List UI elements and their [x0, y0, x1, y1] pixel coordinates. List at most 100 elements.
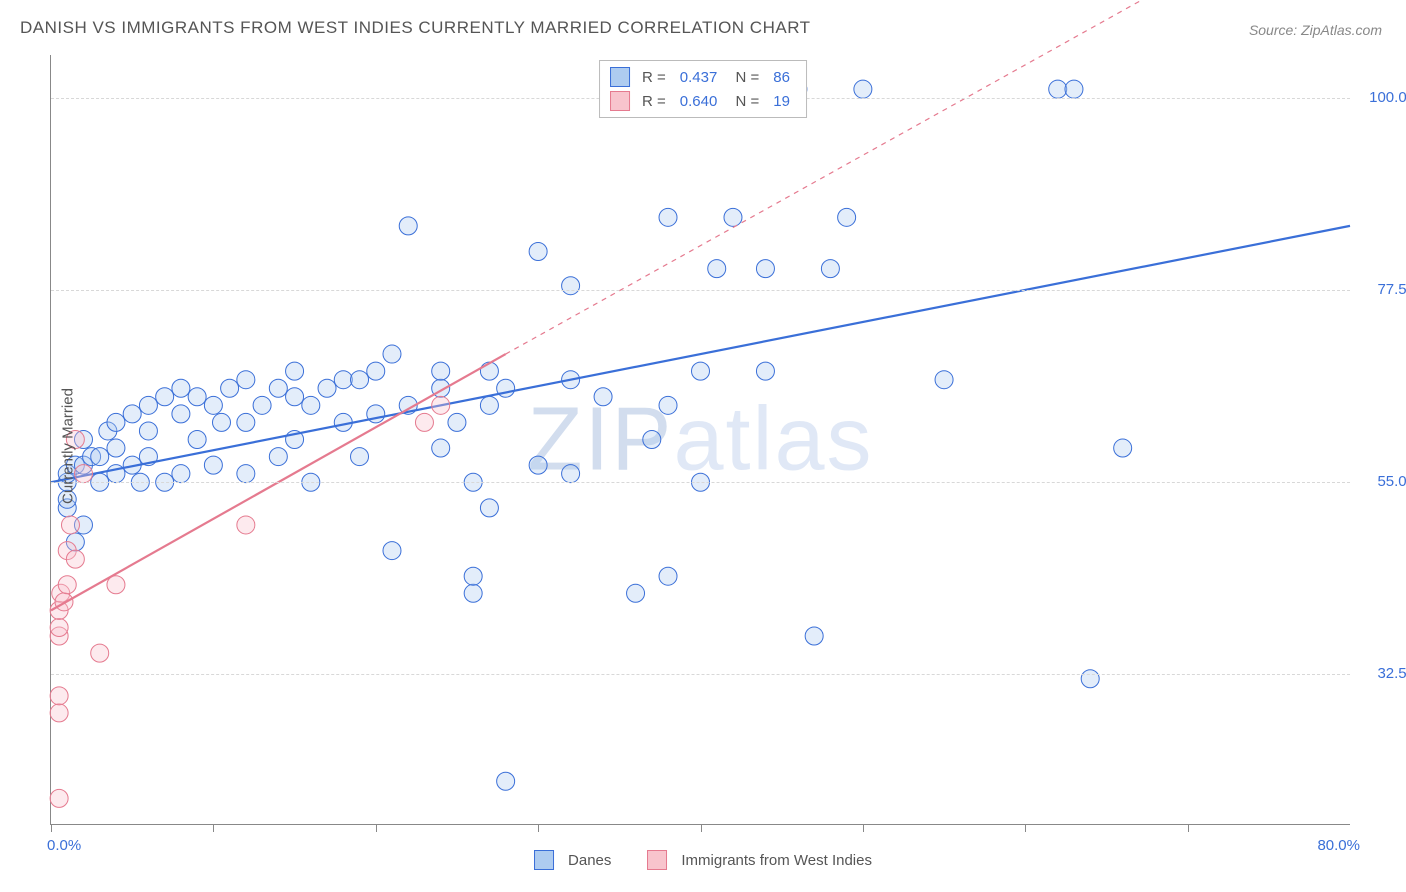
swatch-pink — [610, 91, 630, 111]
data-point — [692, 362, 710, 380]
data-point — [50, 687, 68, 705]
data-point — [448, 413, 466, 431]
data-point — [562, 465, 580, 483]
data-point — [367, 362, 385, 380]
data-point — [659, 396, 677, 414]
data-point — [107, 413, 125, 431]
y-tick-label: 32.5% — [1377, 665, 1406, 682]
data-point — [659, 208, 677, 226]
data-point — [107, 439, 125, 457]
data-point — [334, 371, 352, 389]
data-point — [432, 439, 450, 457]
data-point — [838, 208, 856, 226]
trend-line — [51, 226, 1350, 482]
data-point — [253, 396, 271, 414]
legend-n-value-immigrants: 19 — [773, 93, 790, 110]
y-tick-label: 55.0% — [1377, 473, 1406, 490]
data-point — [432, 362, 450, 380]
data-point — [756, 362, 774, 380]
data-point — [643, 431, 661, 449]
x-tick-label-left: 0.0% — [47, 837, 81, 854]
data-point — [529, 243, 547, 261]
data-point — [1081, 670, 1099, 688]
data-point — [50, 618, 68, 636]
legend-r-value-immigrants: 0.640 — [680, 93, 718, 110]
data-point — [237, 371, 255, 389]
data-point — [286, 362, 304, 380]
data-point — [139, 422, 157, 440]
data-point — [383, 542, 401, 560]
legend-r-label-2: R = — [642, 93, 666, 110]
data-point — [805, 627, 823, 645]
trend-line-dashed — [506, 0, 1350, 354]
x-tick — [1025, 824, 1026, 832]
data-point — [351, 371, 369, 389]
data-point — [74, 465, 92, 483]
data-point — [123, 405, 141, 423]
data-point — [221, 379, 239, 397]
data-point — [269, 379, 287, 397]
data-point — [821, 260, 839, 278]
data-point — [237, 413, 255, 431]
x-tick — [1188, 824, 1189, 832]
data-point — [318, 379, 336, 397]
legend-bottom-immigrants: Immigrants from West Indies — [681, 852, 872, 869]
data-point — [66, 550, 84, 568]
x-tick — [213, 824, 214, 832]
data-point — [204, 396, 222, 414]
legend-n-label: N = — [731, 69, 759, 86]
source-attribution: Source: ZipAtlas.com — [1249, 22, 1382, 38]
swatch-blue-bottom — [534, 850, 554, 870]
data-point — [415, 413, 433, 431]
data-point — [854, 80, 872, 98]
data-point — [50, 704, 68, 722]
data-point — [594, 388, 612, 406]
data-point — [286, 388, 304, 406]
data-point — [480, 396, 498, 414]
legend-r-label: R = — [642, 69, 666, 86]
legend-series-box: Danes Immigrants from West Indies — [534, 850, 872, 870]
data-point — [708, 260, 726, 278]
data-point — [935, 371, 953, 389]
data-point — [497, 772, 515, 790]
data-point — [237, 465, 255, 483]
data-point — [156, 388, 174, 406]
scatter-plot-svg — [51, 55, 1350, 824]
data-point — [529, 456, 547, 474]
data-point — [1065, 80, 1083, 98]
data-point — [269, 448, 287, 466]
x-tick — [51, 824, 52, 832]
data-point — [432, 396, 450, 414]
data-point — [480, 499, 498, 517]
data-point — [188, 388, 206, 406]
data-point — [204, 456, 222, 474]
y-tick-label: 77.5% — [1377, 281, 1406, 298]
data-point — [172, 465, 190, 483]
data-point — [464, 584, 482, 602]
data-point — [58, 576, 76, 594]
data-point — [399, 217, 417, 235]
data-point — [1049, 80, 1067, 98]
data-point — [91, 448, 109, 466]
y-axis-title: Currently Married — [59, 388, 76, 504]
data-point — [562, 277, 580, 295]
data-point — [480, 362, 498, 380]
data-point — [351, 448, 369, 466]
data-point — [464, 567, 482, 585]
data-point — [139, 396, 157, 414]
data-point — [659, 567, 677, 585]
data-point — [1114, 439, 1132, 457]
legend-bottom-danes: Danes — [568, 852, 611, 869]
data-point — [50, 789, 68, 807]
gridline-h — [51, 482, 1350, 483]
legend-correlation-box: R = 0.437 N = 86 R = 0.640 N = 19 — [599, 60, 807, 118]
gridline-h — [51, 674, 1350, 675]
legend-n-value-danes: 86 — [773, 69, 790, 86]
legend-r-value-danes: 0.437 — [680, 69, 718, 86]
data-point — [302, 396, 320, 414]
data-point — [61, 516, 79, 534]
x-tick — [538, 824, 539, 832]
data-point — [172, 405, 190, 423]
data-point — [756, 260, 774, 278]
data-point — [724, 208, 742, 226]
